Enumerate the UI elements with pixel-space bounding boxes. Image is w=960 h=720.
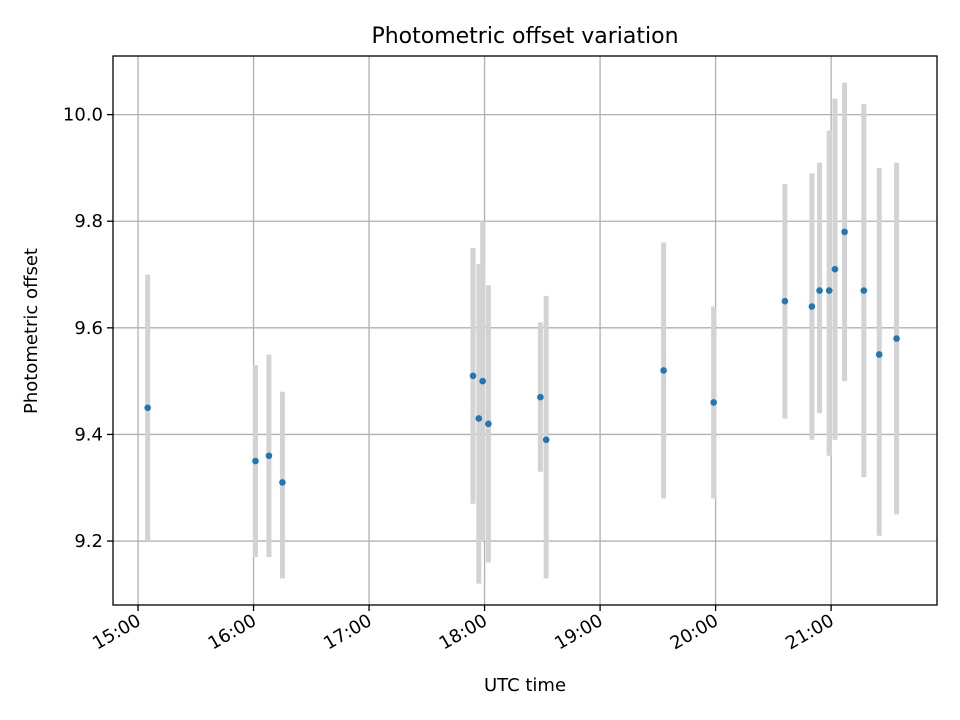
- y-tick-label: 9.6: [74, 318, 103, 339]
- chart-title: Photometric offset variation: [371, 24, 678, 49]
- data-point: [893, 335, 900, 342]
- x-tick-label: 20:00: [667, 610, 722, 654]
- data-point: [841, 228, 848, 236]
- data-point: [542, 436, 550, 444]
- data-point: [479, 377, 486, 385]
- axis-ticks: 15:00 16:00 17:00 18:00 19:00 20:00 21:00 9.2 9.…: [63, 105, 838, 655]
- data-point: [469, 372, 477, 380]
- y-tick-label: 9.8: [74, 211, 103, 232]
- error-bars: [145, 82, 900, 584]
- data-point: [475, 415, 483, 422]
- y-axis-label: Photometric offset: [21, 248, 42, 414]
- x-tick-label: 19:00: [551, 610, 606, 654]
- data-point: [279, 479, 286, 486]
- data-point: [825, 287, 833, 294]
- data-point: [265, 452, 273, 460]
- data-point: [808, 303, 816, 310]
- data-point: [781, 297, 789, 305]
- data-point: [816, 287, 823, 294]
- x-axis-label: UTC time: [484, 675, 566, 696]
- x-tick-label: 18:00: [436, 610, 491, 654]
- data-points: [144, 228, 900, 486]
- y-tick-label: 9.2: [74, 531, 103, 552]
- data-point: [537, 393, 544, 401]
- data-point: [252, 457, 259, 465]
- y-tick-label: 10.0: [63, 105, 103, 126]
- data-point: [875, 351, 883, 358]
- plot-area-frame: [112, 55, 938, 606]
- data-point: [660, 367, 667, 374]
- x-tick-label: 21:00: [782, 610, 837, 654]
- data-point: [860, 287, 868, 294]
- x-tick-label: 15:00: [89, 610, 144, 654]
- data-point: [144, 404, 151, 412]
- x-tick-label: 17:00: [320, 610, 375, 654]
- data-point: [485, 420, 492, 428]
- x-tick-label: 16:00: [205, 610, 260, 654]
- data-point: [710, 399, 717, 406]
- data-point: [831, 265, 839, 273]
- y-tick-label: 9.4: [74, 424, 103, 445]
